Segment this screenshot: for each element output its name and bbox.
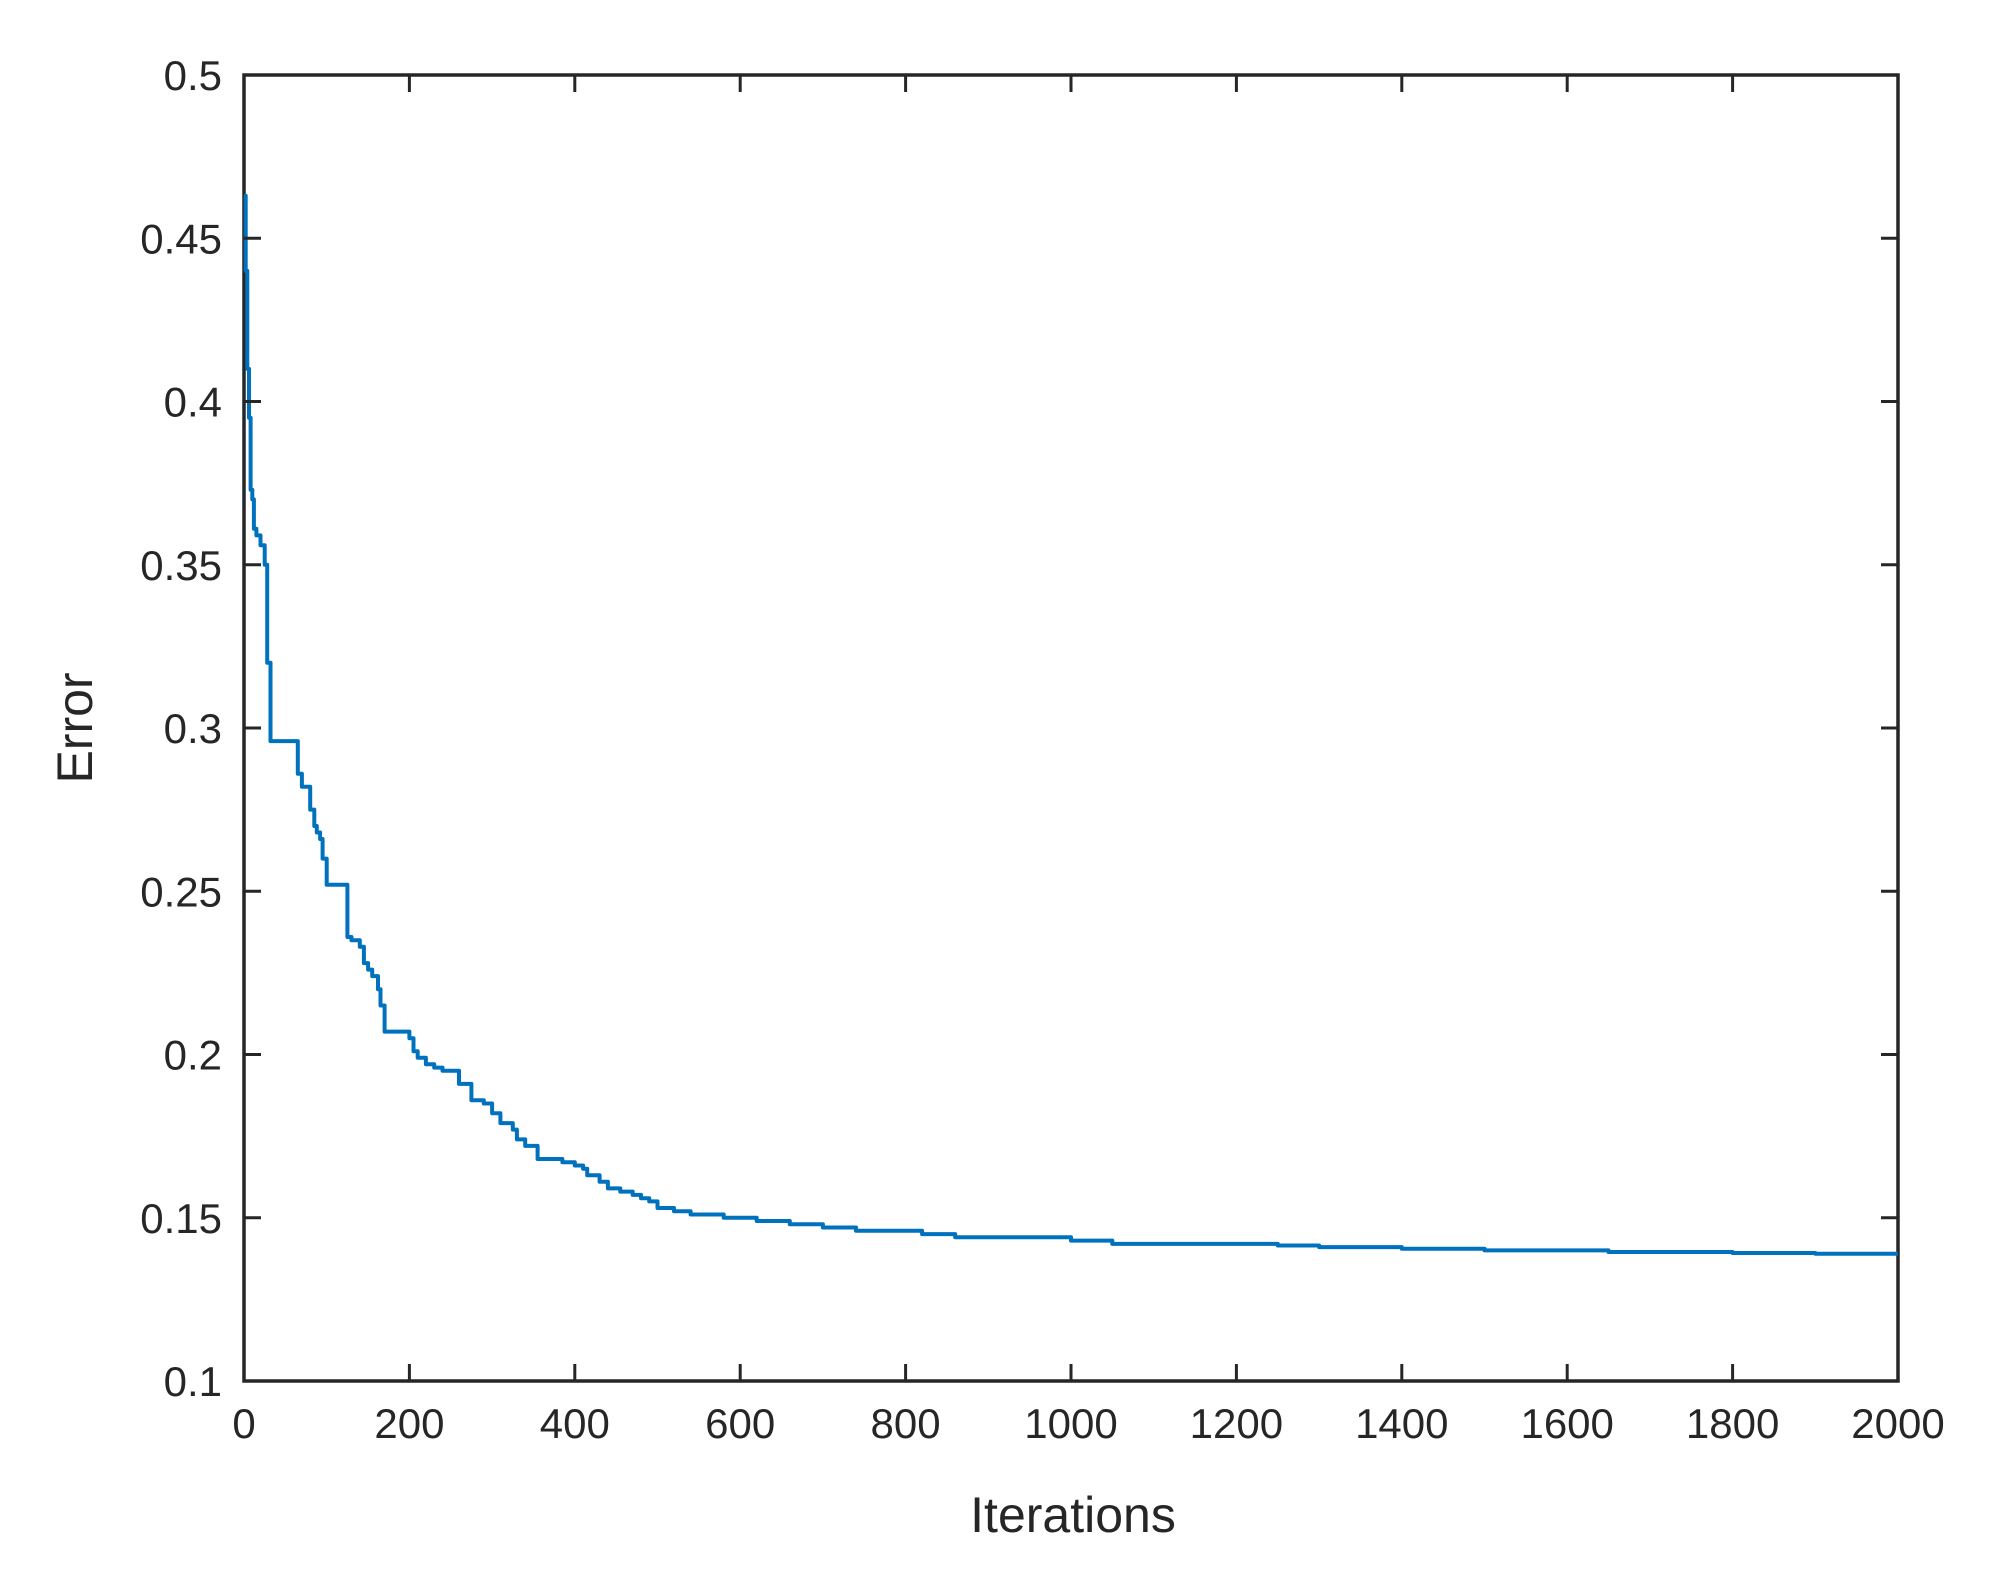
x-tick-label: 0 bbox=[232, 1400, 255, 1447]
x-tick-label: 1800 bbox=[1686, 1400, 1779, 1447]
y-axis-ticks: 0.1 0.15 0.2 0.25 0.3 0.35 0.4 0.45 0.5 bbox=[140, 52, 1898, 1405]
x-axis-ticks: 0 200 400 600 800 1000 1200 1400 1600 1800 2000 bbox=[232, 75, 1945, 1447]
y-tick-label: 0.3 bbox=[164, 705, 222, 752]
x-tick-label: 2000 bbox=[1851, 1400, 1944, 1447]
y-tick-label: 0.15 bbox=[140, 1195, 222, 1242]
x-tick-label: 200 bbox=[374, 1400, 444, 1447]
y-tick-label: 0.45 bbox=[140, 215, 222, 262]
y-tick-label: 0.1 bbox=[164, 1358, 222, 1405]
y-tick-label: 0.25 bbox=[140, 868, 222, 915]
x-tick-label: 1400 bbox=[1355, 1400, 1448, 1447]
x-tick-label: 1000 bbox=[1024, 1400, 1117, 1447]
series-layer bbox=[243, 193, 1898, 1256]
y-tick-label: 0.2 bbox=[164, 1032, 222, 1079]
y-tick-label: 0.5 bbox=[164, 52, 222, 99]
plot-area bbox=[242, 73, 1900, 1383]
y-axis-label: Error bbox=[47, 672, 103, 783]
x-tick-label: 600 bbox=[705, 1400, 775, 1447]
x-tick-label: 1600 bbox=[1520, 1400, 1613, 1447]
x-tick-label: 1200 bbox=[1190, 1400, 1283, 1447]
x-axis-label: Iterations bbox=[970, 1487, 1176, 1543]
axes-box bbox=[242, 73, 1900, 1383]
y-tick-label: 0.4 bbox=[164, 379, 222, 426]
x-tick-label: 800 bbox=[871, 1400, 941, 1447]
y-tick-label: 0.35 bbox=[140, 542, 222, 589]
error-series-line bbox=[243, 193, 1898, 1256]
x-tick-label: 400 bbox=[540, 1400, 610, 1447]
